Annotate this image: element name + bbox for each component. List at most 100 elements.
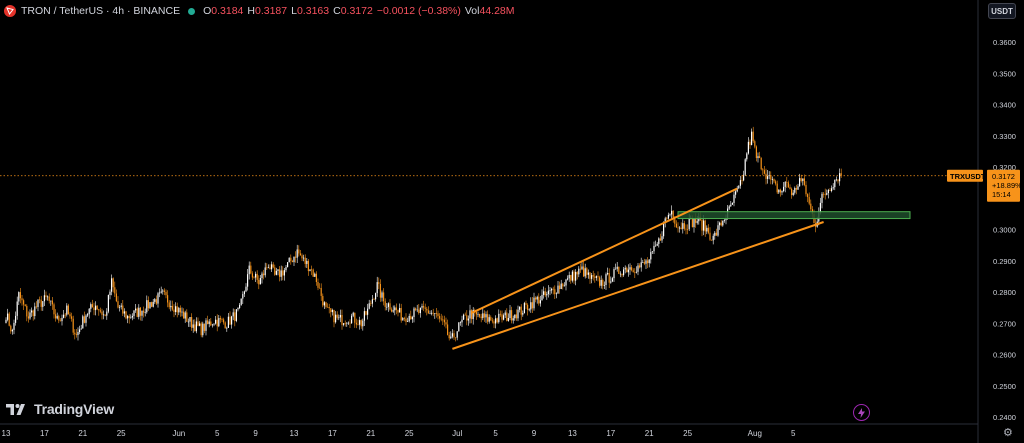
candle — [285, 264, 287, 273]
candle — [50, 300, 52, 306]
price-axis[interactable]: 0.36000.35000.34000.33000.32000.31000.30… — [977, 0, 1016, 443]
candle — [154, 297, 156, 304]
chart-legend: TRON / TetherUS · 4h · BINANCE O 0.3184 H… — [4, 3, 515, 19]
candle — [327, 303, 329, 308]
time-tick-label: Jul — [452, 429, 462, 438]
candle — [679, 226, 681, 233]
candle — [768, 171, 770, 180]
candle — [744, 158, 746, 176]
change-value: −0.0012 (−0.38%) — [376, 5, 461, 17]
tradingview-logo[interactable]: TradingView — [6, 401, 114, 417]
candle — [95, 301, 97, 316]
candle — [570, 274, 572, 284]
candle — [461, 315, 463, 328]
candle — [525, 300, 527, 310]
candle — [314, 272, 316, 277]
candle — [512, 315, 514, 324]
currency-button[interactable]: USDT — [988, 3, 1016, 19]
candle — [775, 179, 777, 186]
tron-logo-icon — [4, 5, 16, 17]
candle — [218, 314, 220, 328]
candle — [715, 228, 717, 236]
candle — [80, 324, 82, 330]
candle — [274, 264, 276, 276]
candle — [397, 309, 399, 317]
candle — [307, 258, 309, 276]
candle — [391, 307, 393, 313]
candle — [533, 292, 535, 311]
candle — [787, 180, 789, 189]
candle — [515, 309, 517, 321]
candle — [779, 188, 781, 197]
candle — [237, 307, 239, 312]
candle — [77, 327, 79, 341]
candle — [450, 331, 452, 340]
candle — [786, 176, 788, 188]
candle — [687, 224, 689, 235]
symbol-title[interactable]: TRON / TetherUS · 4h · BINANCE — [21, 5, 181, 17]
candle — [562, 282, 564, 290]
high-key: H — [247, 5, 255, 17]
price-tick-label: 0.3200 — [993, 163, 1016, 172]
candle — [26, 304, 28, 322]
candle — [290, 254, 292, 265]
candle — [224, 321, 226, 329]
candle — [490, 315, 492, 321]
candle — [781, 190, 783, 196]
flash-icon[interactable] — [853, 404, 870, 421]
candle — [370, 300, 372, 307]
candle — [403, 316, 405, 322]
candle — [69, 312, 71, 319]
candle — [11, 328, 13, 335]
candle — [315, 271, 317, 286]
candle — [165, 289, 167, 299]
candle — [792, 189, 794, 197]
tradingview-icon — [6, 403, 25, 415]
candle — [32, 309, 34, 321]
candle — [351, 313, 353, 324]
candle — [746, 152, 748, 162]
candle — [104, 314, 106, 317]
candle — [235, 308, 237, 323]
support-zone[interactable] — [677, 211, 911, 220]
candle — [413, 306, 415, 323]
candle — [386, 302, 388, 311]
candle — [296, 244, 298, 263]
candle — [471, 309, 473, 324]
candle — [541, 289, 543, 301]
candle — [255, 271, 257, 282]
candle — [141, 310, 143, 321]
candle — [242, 291, 244, 305]
candle — [675, 220, 677, 228]
candle — [445, 317, 447, 329]
candle — [602, 278, 604, 290]
time-axis[interactable]: 13 17 21 25 Jun 5 9 13 17 21 25 Jul 5 9 13 17 21 25 Aug 5 — [0, 423, 978, 438]
candle — [616, 261, 618, 272]
candle — [258, 275, 260, 290]
candle — [693, 217, 695, 233]
candle — [415, 307, 417, 312]
upper-channel-line[interactable] — [471, 187, 738, 314]
candle — [8, 311, 10, 327]
candle — [48, 293, 50, 304]
candle — [410, 310, 412, 320]
candle — [55, 309, 57, 322]
candle — [306, 258, 308, 269]
candle — [719, 221, 721, 230]
candle — [82, 314, 84, 329]
candle — [767, 170, 769, 184]
candle — [328, 303, 330, 314]
lower-channel-line[interactable] — [452, 221, 824, 350]
candle — [131, 313, 133, 321]
candle — [731, 202, 733, 205]
time-tick-label: 17 — [328, 429, 337, 438]
candle — [666, 216, 668, 221]
candle — [507, 313, 509, 322]
candle — [387, 302, 389, 312]
candle — [411, 315, 413, 323]
settings-gear-icon[interactable]: ⚙ — [1003, 427, 1013, 439]
candle — [205, 318, 207, 336]
candle — [120, 303, 122, 310]
candle — [511, 306, 513, 324]
